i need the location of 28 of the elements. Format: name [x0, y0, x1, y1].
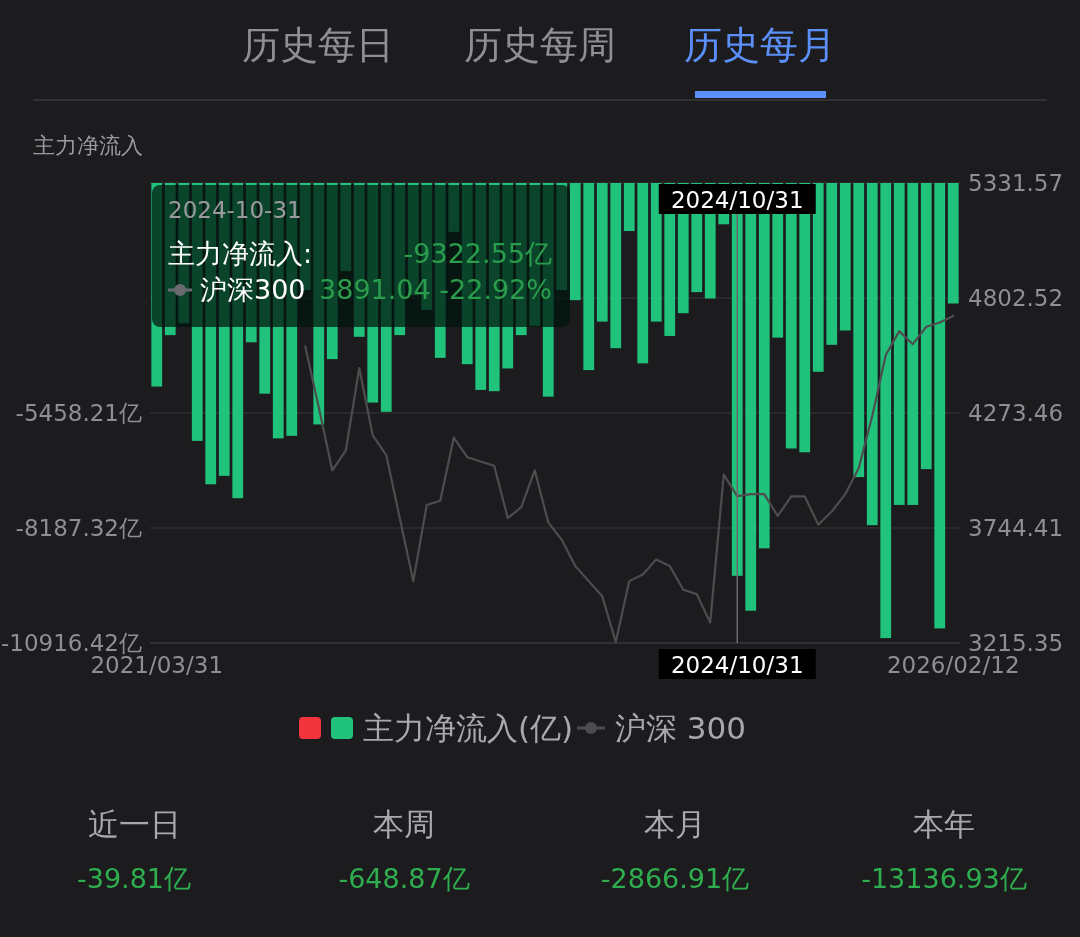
- annotation: 主力净流入:: [168, 238, 313, 269]
- y2-tick-label: 4273.46: [968, 400, 1064, 426]
- y-tick-label: -5458.21亿: [15, 400, 142, 426]
- y2-tick-label: 3744.41: [968, 515, 1064, 541]
- text: -648.87亿: [338, 863, 470, 894]
- y2-tick-label: 5331.57: [968, 170, 1064, 196]
- annotation: 3891.04 -22.92%: [319, 274, 552, 305]
- annotation: 沪深300: [200, 274, 306, 305]
- text: 本年: [913, 806, 975, 842]
- legend-label: 主力净流入(亿): [363, 710, 574, 746]
- y-axis-title: 主力净流入: [33, 133, 143, 158]
- text: 本月: [644, 806, 706, 842]
- ref-line-label: 2024/10/31: [670, 187, 804, 213]
- text: -13136.93亿: [861, 863, 1027, 894]
- text: -2866.91亿: [600, 863, 750, 894]
- text: 近一日: [87, 806, 181, 842]
- text: 历史每周: [464, 23, 616, 67]
- x-tick-label: 2024/10/31: [670, 652, 804, 678]
- text: 历史每月: [684, 23, 836, 67]
- text: -39.81亿: [76, 863, 192, 894]
- y-tick-label: -10916.42亿: [0, 630, 142, 656]
- text: 本周: [373, 806, 435, 842]
- annotation: -9322.55亿: [403, 238, 552, 269]
- text: 历史每日: [242, 23, 394, 67]
- legend-label: 沪深 300: [615, 710, 747, 746]
- y-tick-label: -8187.32亿: [15, 515, 142, 541]
- y2-tick-label: 4802.52: [968, 285, 1064, 311]
- annotation: 2024-10-31: [168, 197, 302, 223]
